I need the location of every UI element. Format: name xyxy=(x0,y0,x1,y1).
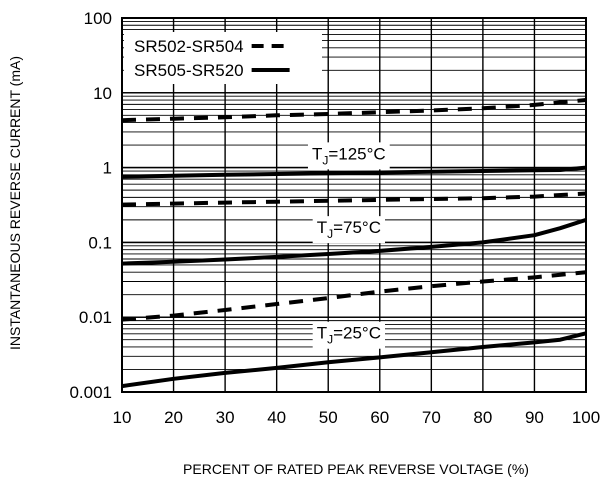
annotation-background xyxy=(312,321,386,349)
y-tick-label: 0.001 xyxy=(69,383,112,402)
y-tick-label: 10 xyxy=(93,84,112,103)
y-tick-label: 1 xyxy=(103,159,112,178)
series-line xyxy=(121,217,587,266)
x-tick-label: 90 xyxy=(525,408,544,427)
annotation-label: TJ=75°C xyxy=(317,218,381,241)
annotation-symbol: T xyxy=(312,144,322,163)
series-line xyxy=(121,98,587,123)
x-tick-label: 10 xyxy=(113,408,132,427)
x-tick-label: 40 xyxy=(267,408,286,427)
annotation-label: TJ=25°C xyxy=(317,324,381,347)
annotation-label: TJ=125°C xyxy=(312,144,386,167)
annotation: TJ=125°C xyxy=(307,142,390,170)
series-line xyxy=(121,191,587,207)
annotation: TJ=25°C xyxy=(312,321,386,349)
annotations: TJ=125°CTJ=75°CTJ=25°C xyxy=(307,142,390,349)
series-line xyxy=(121,331,587,389)
annotation-subscript: J xyxy=(327,333,333,347)
tick-labels: 10 20 30 40 50 60 70 80 90 100 0.001 0.01 0.1 1 10 100 xyxy=(69,9,600,427)
annotation-condition: =125°C xyxy=(328,144,385,163)
series-lines xyxy=(121,98,587,389)
annotation-symbol: T xyxy=(317,324,327,343)
annotation-symbol: T xyxy=(317,218,327,237)
x-tick-label: 60 xyxy=(370,408,389,427)
x-tick-label: 20 xyxy=(164,408,183,427)
y-tick-label: 0.01 xyxy=(79,308,112,327)
x-tick-label: 70 xyxy=(422,408,441,427)
series-line xyxy=(121,270,587,322)
series-line xyxy=(121,165,587,179)
annotation-subscript: J xyxy=(322,153,328,167)
annotation-subscript: J xyxy=(327,227,333,241)
x-tick-label: 100 xyxy=(572,408,600,427)
legend-label: SR502-SR504 xyxy=(134,37,244,56)
annotation-background xyxy=(312,216,386,244)
annotation-condition: =75°C xyxy=(333,218,381,237)
legend-label: SR505-SR520 xyxy=(134,61,244,80)
x-tick-label: 50 xyxy=(319,408,338,427)
legend: SR502-SR504 SR505-SR520 xyxy=(124,32,322,84)
y-tick-label: 100 xyxy=(84,9,112,28)
x-tick-label: 30 xyxy=(216,408,235,427)
plot-frame xyxy=(121,17,587,393)
y-axis-label: INSTANTANEOUS REVERSE CURRENT (mA) xyxy=(7,56,23,350)
x-axis-label: PERCENT OF RATED PEAK REVERSE VOLTAGE (%… xyxy=(183,461,529,477)
annotation: TJ=75°C xyxy=(312,216,386,244)
annotation-condition: =25°C xyxy=(333,324,381,343)
x-tick-label: 80 xyxy=(473,408,492,427)
y-tick-label: 0.1 xyxy=(88,233,112,252)
legend-background xyxy=(124,32,322,84)
annotation-background xyxy=(307,142,390,170)
